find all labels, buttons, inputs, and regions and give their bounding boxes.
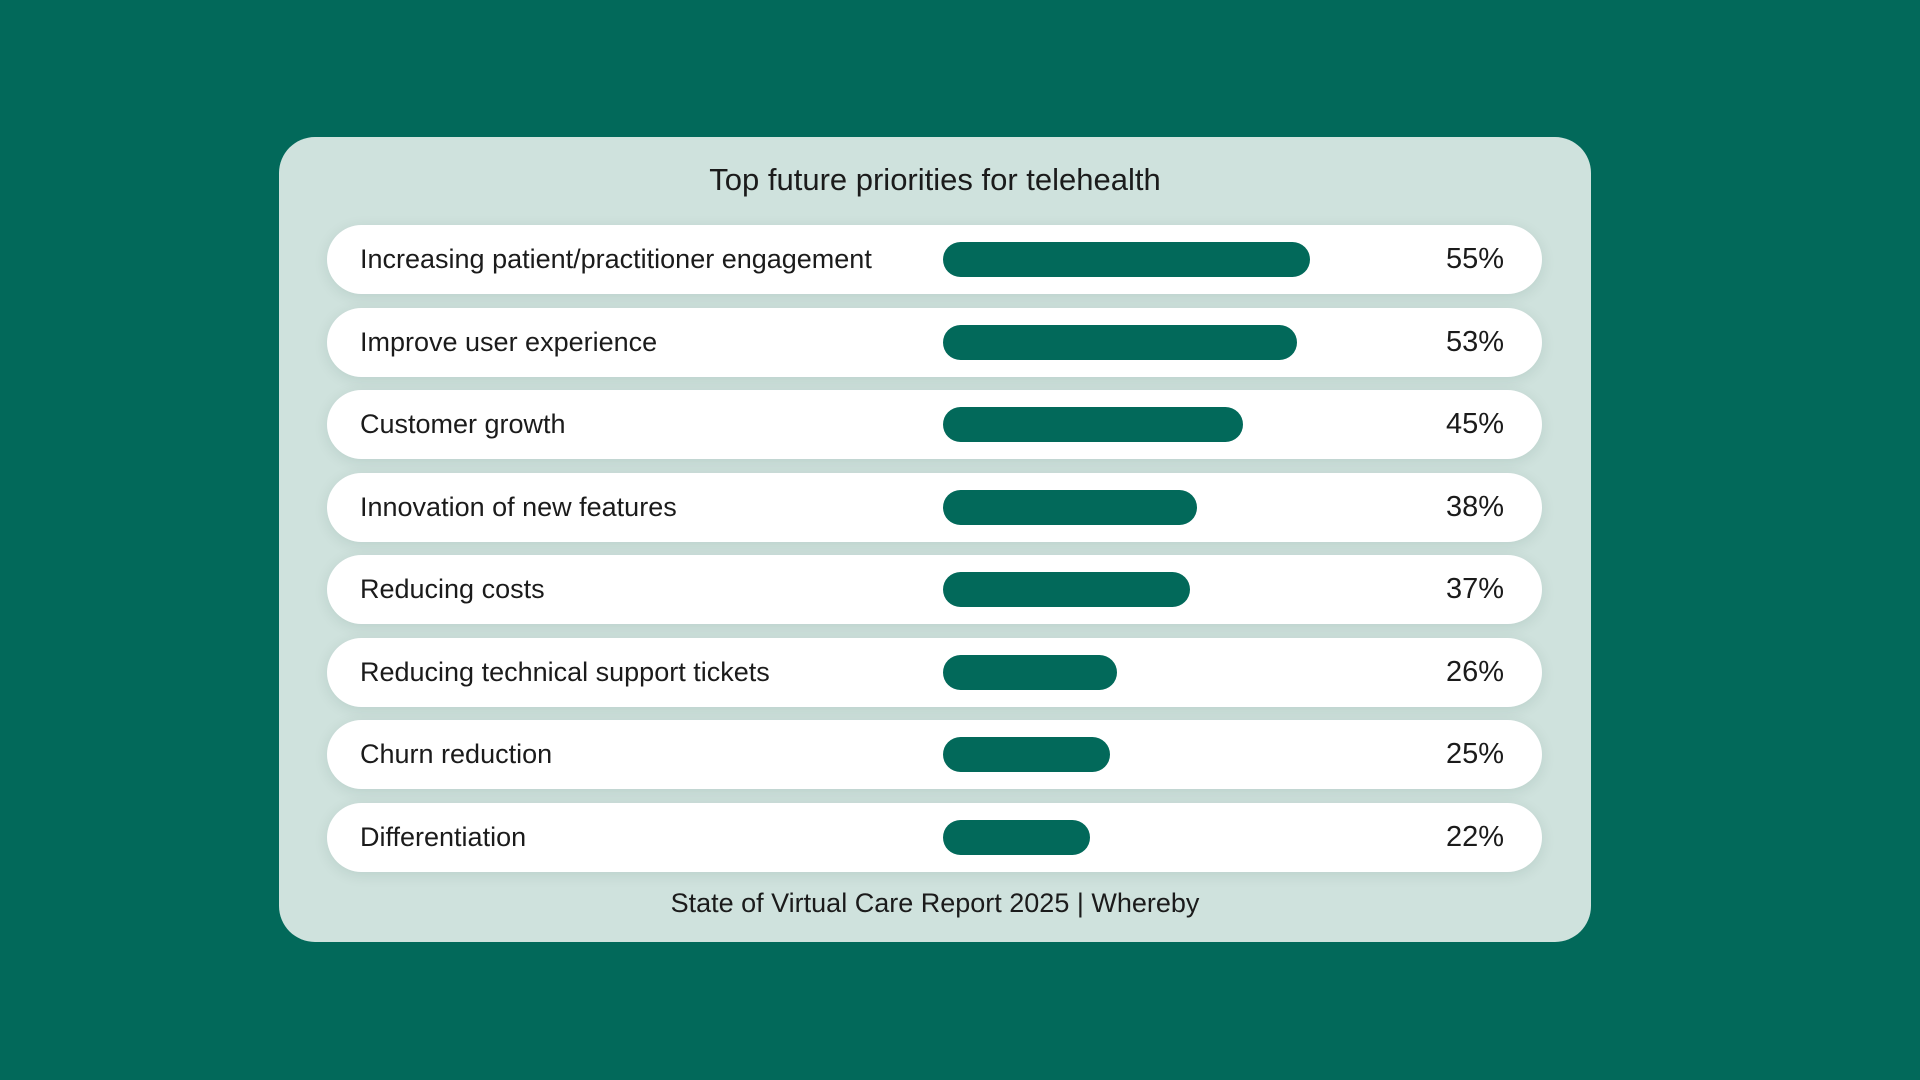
- bar: [943, 489, 1197, 525]
- category-label: Increasing patient/practitioner engageme…: [360, 244, 872, 274]
- bar: [943, 407, 1244, 442]
- bar-row: Reducing technical support tickets 26%: [327, 637, 1542, 707]
- bar-track: [943, 324, 1377, 360]
- bar-track: [943, 654, 1377, 690]
- bar: [943, 324, 1297, 360]
- value-label: 55%: [1445, 243, 1504, 275]
- bar-track: [943, 489, 1377, 525]
- category-label: Reducing costs: [360, 574, 545, 604]
- bar: [943, 242, 1311, 277]
- chart-source: State of Virtual Care Report 2025 | Wher…: [670, 888, 1200, 918]
- bar-row: Customer growth 45%: [327, 390, 1542, 459]
- category-label: Differentiation: [360, 821, 527, 852]
- bar: [943, 654, 1117, 690]
- category-label: Reducing technical support tickets: [360, 656, 770, 687]
- bar: [943, 572, 1191, 607]
- bar-row: Churn reduction 25%: [327, 720, 1542, 789]
- bar-rows: Increasing patient/practitioner engageme…: [327, 225, 1542, 885]
- bar-track: [943, 737, 1377, 772]
- value-label: 53%: [1445, 325, 1504, 358]
- chart-title: Top future priorities for telehealth: [709, 162, 1161, 197]
- bar: [943, 819, 1090, 855]
- category-label: Improve user experience: [360, 326, 658, 357]
- bar-row: Innovation of new features 38%: [327, 472, 1542, 542]
- category-label: Churn reduction: [360, 739, 553, 769]
- bar-track: [943, 407, 1377, 442]
- value-label: 25%: [1445, 738, 1504, 770]
- bar-row: Differentiation 22%: [327, 802, 1542, 872]
- bar-track: [943, 572, 1377, 607]
- value-label: 45%: [1445, 408, 1504, 440]
- bar: [943, 737, 1110, 772]
- bar-track: [943, 819, 1377, 855]
- bar-track: [943, 242, 1377, 277]
- value-label: 38%: [1445, 490, 1504, 523]
- bar-row: Increasing patient/practitioner engageme…: [327, 225, 1542, 294]
- value-label: 37%: [1445, 573, 1504, 605]
- value-label: 22%: [1445, 820, 1504, 853]
- bar-row: Improve user experience 53%: [327, 307, 1542, 377]
- category-label: Innovation of new features: [360, 491, 677, 522]
- bar-row: Reducing costs 37%: [327, 555, 1542, 624]
- value-label: 26%: [1445, 655, 1504, 688]
- chart-card: Top future priorities for telehealth Inc…: [279, 137, 1591, 942]
- category-label: Customer growth: [360, 409, 566, 439]
